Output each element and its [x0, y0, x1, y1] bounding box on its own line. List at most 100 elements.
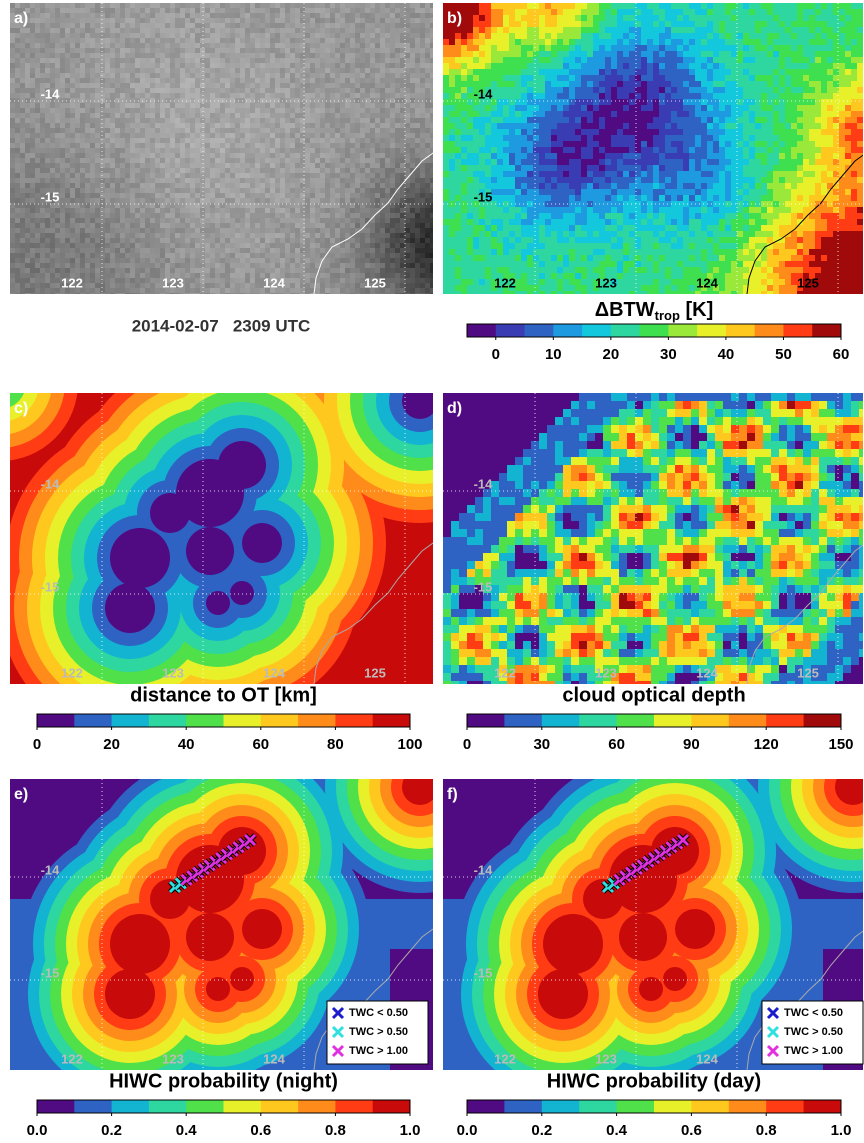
pixel	[250, 248, 255, 253]
pixel	[410, 233, 415, 238]
pixel	[240, 93, 245, 98]
pixel	[390, 118, 395, 123]
pixel	[365, 73, 370, 78]
pixel	[360, 233, 365, 238]
pixel	[280, 178, 285, 183]
pixel	[240, 48, 245, 53]
pixel	[415, 188, 420, 193]
pixel	[235, 123, 240, 128]
pixel	[185, 133, 190, 138]
pixel	[115, 138, 120, 143]
pixel	[345, 163, 350, 168]
pixel	[265, 288, 270, 293]
pixel	[200, 28, 205, 33]
pixel	[375, 263, 380, 268]
pixel	[100, 103, 105, 108]
pixel	[160, 198, 165, 203]
pixel	[290, 113, 295, 118]
pixel	[405, 168, 410, 173]
pixel	[290, 68, 295, 73]
pixel	[350, 68, 355, 73]
pixel	[80, 58, 85, 63]
pixel	[375, 198, 380, 203]
pixel	[120, 8, 125, 13]
pixel	[375, 148, 380, 153]
pixel	[140, 53, 145, 58]
pixel	[15, 293, 20, 294]
pixel	[385, 238, 390, 243]
pixel	[360, 143, 365, 148]
pixel	[245, 48, 250, 53]
pixel	[210, 158, 215, 163]
pixel	[20, 283, 25, 288]
pixel	[245, 208, 250, 213]
pixel	[200, 68, 205, 73]
pixel	[270, 213, 275, 218]
pixel	[365, 118, 370, 123]
pixel	[170, 258, 175, 263]
pixel	[295, 228, 300, 233]
pixel	[160, 103, 165, 108]
pixel	[310, 263, 315, 268]
pixel	[110, 188, 115, 193]
pixel	[90, 243, 95, 248]
pixel	[350, 278, 355, 283]
pixel	[55, 223, 60, 228]
pixel	[275, 208, 280, 213]
pixel	[135, 128, 140, 133]
pixel	[260, 128, 265, 133]
pixel	[220, 293, 225, 294]
pixel	[320, 33, 325, 38]
pixel	[70, 173, 75, 178]
pixel	[130, 13, 135, 18]
pixel	[140, 33, 145, 38]
pixel	[35, 288, 40, 293]
pixel	[245, 288, 250, 293]
pixel	[125, 78, 130, 83]
pixel	[265, 198, 270, 203]
pixel	[70, 138, 75, 143]
pixel	[360, 128, 365, 133]
pixel	[285, 93, 290, 98]
pixel	[195, 158, 200, 163]
pixel	[375, 113, 380, 118]
pixel	[55, 133, 60, 138]
pixel	[140, 233, 145, 238]
pixel	[345, 153, 350, 158]
pixel	[180, 278, 185, 283]
pixel	[270, 168, 275, 173]
pixel	[240, 218, 245, 223]
pixel	[205, 158, 210, 163]
pixel	[165, 138, 170, 143]
pixel	[370, 188, 375, 193]
pixel	[15, 38, 20, 43]
pixel	[45, 218, 50, 223]
pixel	[85, 203, 90, 208]
pixel	[140, 228, 145, 233]
pixel	[130, 73, 135, 78]
pixel	[420, 143, 425, 148]
pixel	[120, 78, 125, 83]
pixel	[360, 203, 365, 208]
pixel	[395, 133, 400, 138]
pixel	[185, 48, 190, 53]
pixel	[145, 153, 150, 158]
pixel	[85, 68, 90, 73]
pixel	[260, 228, 265, 233]
pixel	[420, 63, 425, 68]
pixel	[25, 158, 30, 163]
pixel	[260, 153, 265, 158]
pixel	[250, 263, 255, 268]
pixel	[250, 158, 255, 163]
pixel	[55, 143, 60, 148]
pixel	[170, 263, 175, 268]
pixel	[205, 63, 210, 68]
pixel	[270, 123, 275, 128]
pixel	[410, 73, 415, 78]
pixel	[280, 258, 285, 263]
pixel	[305, 283, 310, 288]
pixel	[365, 133, 370, 138]
pixel	[45, 168, 50, 173]
pixel	[120, 88, 125, 93]
pixel	[210, 208, 215, 213]
